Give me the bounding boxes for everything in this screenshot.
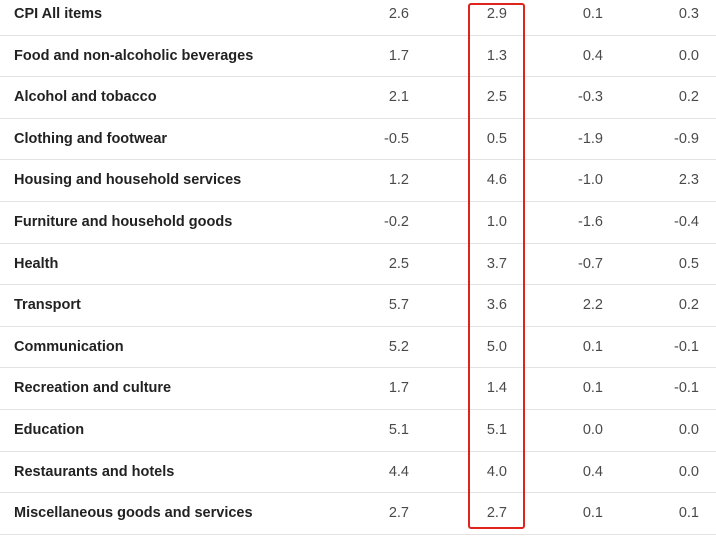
value-col-2: 4.0 bbox=[486, 463, 507, 480]
value-col-3: -1.0 bbox=[578, 172, 603, 189]
value-col-3: 0.1 bbox=[582, 6, 603, 22]
value-col-1: 2.7 bbox=[388, 505, 409, 522]
value-col-3: 0.4 bbox=[582, 463, 603, 480]
row-label: Transport bbox=[14, 297, 81, 314]
value-col-1: 1.2 bbox=[388, 172, 409, 189]
value-col-3: -0.7 bbox=[578, 255, 603, 272]
value-col-3: 0.0 bbox=[582, 421, 603, 438]
value-col-2: 2.5 bbox=[486, 89, 507, 106]
value-col-1: -0.5 bbox=[384, 130, 409, 147]
row-label: Communication bbox=[14, 338, 124, 355]
row-label: Miscellaneous goods and services bbox=[14, 505, 253, 522]
value-col-4: 0.0 bbox=[678, 463, 699, 480]
table-row: Miscellaneous goods and services 2.7 2.7… bbox=[0, 493, 716, 535]
table-row: Education 5.1 5.1 0.0 0.0 bbox=[0, 410, 716, 452]
value-col-3: -0.3 bbox=[578, 89, 603, 106]
value-col-1: 5.1 bbox=[388, 421, 409, 438]
row-label: CPI All items bbox=[14, 6, 103, 22]
value-col-2: 3.7 bbox=[486, 255, 507, 272]
row-label: Health bbox=[14, 255, 59, 272]
value-col-1: 1.7 bbox=[388, 380, 409, 397]
row-label: Clothing and footwear bbox=[14, 130, 168, 147]
value-col-4: -0.1 bbox=[674, 380, 699, 397]
value-col-2: 2.7 bbox=[486, 505, 507, 522]
value-col-4: 0.1 bbox=[678, 505, 699, 522]
value-col-1: 2.5 bbox=[388, 255, 409, 272]
value-col-4: 0.5 bbox=[678, 255, 699, 272]
value-col-2: 0.5 bbox=[486, 130, 507, 147]
value-col-3: -1.6 bbox=[578, 213, 603, 230]
value-col-1: 5.2 bbox=[388, 338, 409, 355]
value-col-1: 5.7 bbox=[388, 297, 409, 314]
value-col-2: 1.0 bbox=[486, 213, 507, 230]
value-col-1: 2.1 bbox=[388, 89, 409, 106]
value-col-4: -0.9 bbox=[674, 130, 699, 147]
row-label: Furniture and household goods bbox=[14, 213, 233, 230]
row-label: Food and non-alcoholic beverages bbox=[14, 47, 254, 64]
value-col-3: 0.4 bbox=[582, 47, 603, 64]
value-col-2: 2.9 bbox=[486, 6, 507, 22]
table-row: Recreation and culture 1.7 1.4 0.1 -0.1 bbox=[0, 368, 716, 410]
table-row: Food and non-alcoholic beverages 1.7 1.3… bbox=[0, 36, 716, 78]
row-label: Recreation and culture bbox=[14, 380, 172, 397]
table-row: Housing and household services 1.2 4.6 -… bbox=[0, 160, 716, 202]
row-label: Housing and household services bbox=[14, 172, 242, 189]
table-row: Communication 5.2 5.0 0.1 -0.1 bbox=[0, 327, 716, 369]
value-col-1: 4.4 bbox=[388, 463, 409, 480]
value-col-2: 1.4 bbox=[486, 380, 507, 397]
row-label: Education bbox=[14, 421, 85, 438]
value-col-1: -0.2 bbox=[384, 213, 409, 230]
table-row: Furniture and household goods -0.2 1.0 -… bbox=[0, 202, 716, 244]
table-row: CPI All items 2.6 2.9 0.1 0.3 bbox=[0, 0, 716, 36]
table-row: Transport 5.7 3.6 2.2 0.2 bbox=[0, 285, 716, 327]
value-col-3: -1.9 bbox=[578, 130, 603, 147]
value-col-4: 0.0 bbox=[678, 47, 699, 64]
value-col-3: 2.2 bbox=[582, 297, 603, 314]
value-col-2: 3.6 bbox=[486, 297, 507, 314]
value-col-2: 4.6 bbox=[486, 172, 507, 189]
value-col-2: 1.3 bbox=[486, 47, 507, 64]
table-row: Clothing and footwear -0.5 0.5 -1.9 -0.9 bbox=[0, 119, 716, 161]
value-col-3: 0.1 bbox=[582, 338, 603, 355]
table-row: Restaurants and hotels 4.4 4.0 0.4 0.0 bbox=[0, 452, 716, 494]
value-col-4: -0.1 bbox=[674, 338, 699, 355]
value-col-1: 2.6 bbox=[388, 6, 409, 22]
value-col-2: 5.0 bbox=[486, 338, 507, 355]
value-col-4: 0.2 bbox=[678, 89, 699, 106]
value-col-2: 5.1 bbox=[486, 421, 507, 438]
table-row: Alcohol and tobacco 2.1 2.5 -0.3 0.2 bbox=[0, 77, 716, 119]
value-col-4: 2.3 bbox=[678, 172, 699, 189]
value-col-4: 0.3 bbox=[678, 6, 699, 22]
value-col-4: -0.4 bbox=[674, 213, 699, 230]
value-col-1: 1.7 bbox=[388, 47, 409, 64]
value-col-3: 0.1 bbox=[582, 380, 603, 397]
value-col-3: 0.1 bbox=[582, 505, 603, 522]
row-label: Restaurants and hotels bbox=[14, 463, 175, 480]
value-col-4: 0.0 bbox=[678, 421, 699, 438]
row-label: Alcohol and tobacco bbox=[14, 89, 157, 106]
value-col-4: 0.2 bbox=[678, 297, 699, 314]
table-row: Health 2.5 3.7 -0.7 0.5 bbox=[0, 244, 716, 286]
